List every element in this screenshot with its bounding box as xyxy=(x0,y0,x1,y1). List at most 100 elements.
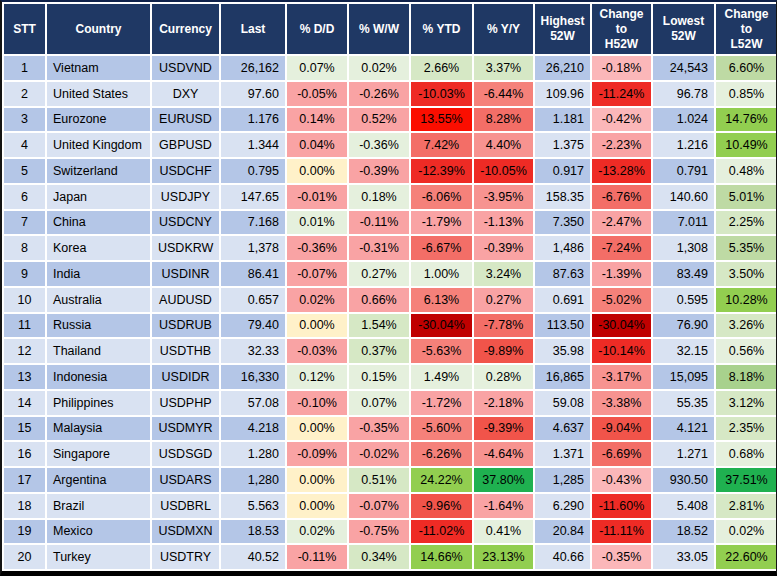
cell-chg_h: -0.42% xyxy=(592,108,651,132)
cell-chg_l: 0.68% xyxy=(716,442,777,466)
column-header-ytd: % YTD xyxy=(411,4,472,54)
column-header-chg_l: Change to L52W xyxy=(716,4,777,54)
table-row: 18BrazilUSDBRL5.5630.00%-0.07%-9.96%-1.6… xyxy=(4,494,777,518)
cell-high: 40.66 xyxy=(535,545,590,569)
cell-country: Japan xyxy=(47,185,150,209)
cell-low: 96.78 xyxy=(653,82,714,106)
table-row: 12ThailandUSDTHB32.33-0.03%0.37%-5.63%-9… xyxy=(4,339,777,363)
cell-low: 33.05 xyxy=(653,545,714,569)
cell-last: 18.53 xyxy=(221,520,285,544)
column-header-low: Lowest 52W xyxy=(653,4,714,54)
cell-chg_h: -2.23% xyxy=(592,133,651,157)
cell-ytd: -5.60% xyxy=(411,417,472,441)
cell-stt: 16 xyxy=(4,442,45,466)
column-header-stt: STT xyxy=(4,4,45,54)
table-row: 19MexicoUSDMXN18.530.02%-0.75%-11.02%0.4… xyxy=(4,520,777,544)
cell-chg_h: -7.24% xyxy=(592,236,651,260)
cell-ww: 0.51% xyxy=(349,468,409,492)
cell-ww: -0.11% xyxy=(349,211,409,235)
cell-stt: 6 xyxy=(4,185,45,209)
table-row: 5SwitzerlandUSDCHF0.7950.00%-0.39%-12.39… xyxy=(4,159,777,183)
cell-chg_h: -11.11% xyxy=(592,520,651,544)
cell-chg_h: -6.76% xyxy=(592,185,651,209)
cell-last: 7.168 xyxy=(221,211,285,235)
cell-chg_l: 0.48% xyxy=(716,159,777,183)
cell-yy: -6.44% xyxy=(474,82,533,106)
table-row: 17ArgentinaUSDARS1,2800.00%0.51%24.22%37… xyxy=(4,468,777,492)
cell-yy: -1.64% xyxy=(474,494,533,518)
cell-currency: USDTHB xyxy=(152,339,219,363)
cell-last: 0.657 xyxy=(221,288,285,312)
cell-country: Mexico xyxy=(47,520,150,544)
cell-chg_h: -30.04% xyxy=(592,314,651,338)
column-header-ww: % W/W xyxy=(349,4,409,54)
cell-currency: USDSGD xyxy=(152,442,219,466)
cell-yy: 0.41% xyxy=(474,520,533,544)
cell-stt: 13 xyxy=(4,365,45,389)
cell-chg_l: 0.02% xyxy=(716,520,777,544)
cell-ytd: 7.42% xyxy=(411,133,472,157)
cell-last: 26,162 xyxy=(221,56,285,80)
cell-stt: 1 xyxy=(4,56,45,80)
cell-chg_h: -11.60% xyxy=(592,494,651,518)
cell-currency: USDCHF xyxy=(152,159,219,183)
cell-stt: 10 xyxy=(4,288,45,312)
cell-chg_l: 2.25% xyxy=(716,211,777,235)
cell-chg_l: 5.35% xyxy=(716,236,777,260)
cell-currency: USDCNY xyxy=(152,211,219,235)
cell-currency: USDARS xyxy=(152,468,219,492)
cell-ww: 0.18% xyxy=(349,185,409,209)
cell-country: Vietnam xyxy=(47,56,150,80)
cell-high: 158.35 xyxy=(535,185,590,209)
cell-high: 7.350 xyxy=(535,211,590,235)
cell-currency: USDBRL xyxy=(152,494,219,518)
cell-chg_l: 3.12% xyxy=(716,391,777,415)
cell-chg_l: 10.28% xyxy=(716,288,777,312)
cell-currency: USDMYR xyxy=(152,417,219,441)
cell-high: 1,285 xyxy=(535,468,590,492)
cell-country: Australia xyxy=(47,288,150,312)
table-row: 11RussiaUSDRUB79.400.00%1.54%-30.04%-7.7… xyxy=(4,314,777,338)
cell-dd: -0.07% xyxy=(287,262,347,286)
cell-low: 1.216 xyxy=(653,133,714,157)
cell-chg_l: 0.56% xyxy=(716,339,777,363)
cell-ytd: 13.55% xyxy=(411,108,472,132)
cell-currency: GBPUSD xyxy=(152,133,219,157)
cell-last: 86.41 xyxy=(221,262,285,286)
cell-dd: -0.10% xyxy=(287,391,347,415)
cell-yy: 3.24% xyxy=(474,262,533,286)
fx-rates-table-panel: STTCountryCurrencyLast% D/D% W/W% YTD% Y… xyxy=(0,0,777,576)
cell-ww: 0.02% xyxy=(349,56,409,80)
cell-country: Turkey xyxy=(47,545,150,569)
table-row: 8KoreaUSDKRW1,378-0.36%-0.31%-6.67%-0.39… xyxy=(4,236,777,260)
cell-high: 87.63 xyxy=(535,262,590,286)
cell-low: 24,543 xyxy=(653,56,714,80)
cell-yy: -2.18% xyxy=(474,391,533,415)
cell-country: Argentina xyxy=(47,468,150,492)
cell-stt: 12 xyxy=(4,339,45,363)
column-header-last: Last xyxy=(221,4,285,54)
table-body: 1VietnamUSDVND26,1620.07%0.02%2.66%3.37%… xyxy=(4,56,777,569)
cell-high: 0.691 xyxy=(535,288,590,312)
cell-high: 0.917 xyxy=(535,159,590,183)
cell-chg_l: 8.18% xyxy=(716,365,777,389)
cell-stt: 14 xyxy=(4,391,45,415)
column-header-chg_h: Change to H52W xyxy=(592,4,651,54)
cell-ytd: -6.06% xyxy=(411,185,472,209)
cell-ytd: -11.02% xyxy=(411,520,472,544)
cell-last: 79.40 xyxy=(221,314,285,338)
table-row: 3EurozoneEURUSD1.1760.14%0.52%13.55%8.28… xyxy=(4,108,777,132)
cell-country: China xyxy=(47,211,150,235)
cell-chg_h: -6.69% xyxy=(592,442,651,466)
cell-dd: 0.00% xyxy=(287,468,347,492)
cell-ytd: 6.13% xyxy=(411,288,472,312)
cell-last: 5.563 xyxy=(221,494,285,518)
cell-ww: 0.27% xyxy=(349,262,409,286)
cell-yy: -10.05% xyxy=(474,159,533,183)
cell-chg_h: -1.39% xyxy=(592,262,651,286)
table-row: 15MalaysiaUSDMYR4.2180.00%-0.35%-5.60%-9… xyxy=(4,417,777,441)
cell-high: 1.371 xyxy=(535,442,590,466)
cell-chg_h: -0.43% xyxy=(592,468,651,492)
cell-yy: 23.13% xyxy=(474,545,533,569)
cell-chg_l: 2.81% xyxy=(716,494,777,518)
